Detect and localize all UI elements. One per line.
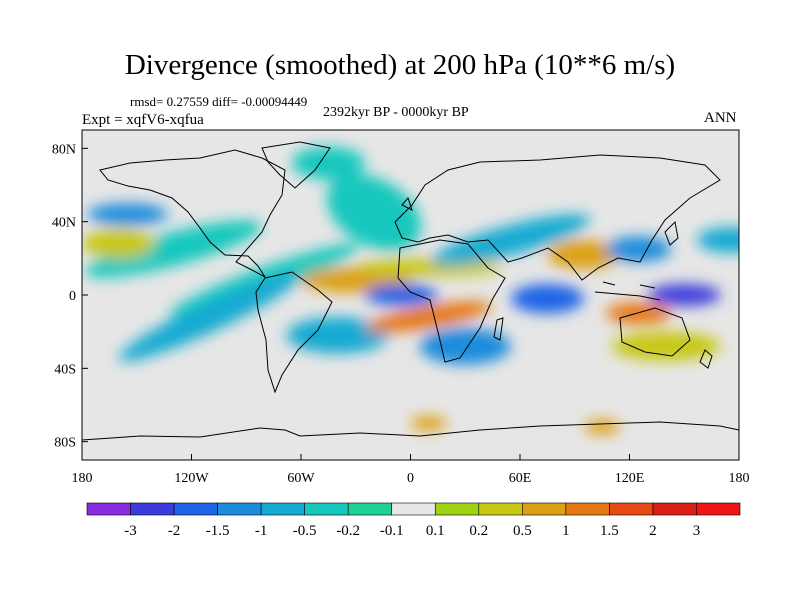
- colorbar: -3 -2 -1.5 -1 -0.5 -0.2 -0.1 0.1 0.2 0.5 1 1.5 2 3: [86, 502, 741, 539]
- period-label: 2392kyr BP - 0000kyr BP: [323, 105, 469, 120]
- colorbar-label: 2: [649, 523, 657, 539]
- contour-region-neg: [419, 328, 511, 365]
- coast-eurasia: [394, 154, 721, 281]
- x-tick-label: 180: [72, 471, 93, 486]
- x-tick-label: 120E: [615, 471, 645, 486]
- colorbar-swatch: [347, 502, 393, 516]
- colorbar-swatch: [609, 502, 654, 516]
- colorbar-swatch: [304, 502, 349, 516]
- colorbar-label: 1.5: [600, 523, 619, 539]
- contour-region-neg: [87, 203, 168, 226]
- y-axis: 80N 40N 0 40S 80S: [52, 142, 88, 451]
- colorbar-label: -3: [124, 523, 137, 539]
- coast-new-zealand: [699, 349, 713, 369]
- contour-region-neg: [118, 272, 301, 362]
- coast-africa: [397, 239, 506, 363]
- contour-region-neg: [286, 317, 389, 354]
- contour-fields: [82, 146, 739, 435]
- contour-region-neg: [647, 284, 721, 306]
- coast-indonesia: [594, 281, 661, 301]
- contour-region-pos: [82, 229, 155, 259]
- coast-uk: [401, 197, 413, 211]
- contour-region-pos: [605, 302, 672, 325]
- colorbar-swatch: [434, 502, 480, 516]
- contour-region-neg: [431, 214, 591, 266]
- colorbar-label: 1: [562, 523, 570, 539]
- y-tick-label: 80S: [54, 436, 76, 451]
- colorbar-label: -1.5: [206, 523, 230, 539]
- contour-region-pos: [583, 419, 621, 435]
- colorbar-swatch: [696, 502, 741, 516]
- contour-region-pos: [547, 240, 621, 270]
- colorbar-label: 0.1: [426, 523, 445, 539]
- contour-region-neg: [510, 284, 584, 314]
- colorbar-label: 3: [693, 523, 701, 539]
- colorbar-swatch: [652, 502, 697, 516]
- x-tick-label: 120W: [174, 471, 209, 486]
- x-axis: 180 120W 60W 0 60E 120E 180: [72, 454, 750, 486]
- x-tick-label: 60W: [287, 471, 315, 486]
- colorbar-label: -2: [168, 523, 181, 539]
- colorbar-label: -0.5: [293, 523, 317, 539]
- contour-region-pos: [410, 416, 447, 431]
- colorbar-label: -1: [255, 523, 268, 539]
- contour-region-neg: [85, 220, 262, 278]
- stats-label: rmsd= 0.27559 diff= -0.00094449: [130, 94, 308, 109]
- chart-title: Divergence (smoothed) at 200 hPa (10**6 …: [124, 49, 676, 81]
- coastlines: [82, 141, 739, 441]
- colorbar-label: 0.5: [513, 523, 532, 539]
- colorbar-swatch: [173, 502, 218, 516]
- coast-madagascar: [493, 317, 504, 341]
- y-tick-label: 0: [69, 289, 76, 304]
- x-tick-label: 60E: [509, 471, 532, 486]
- y-tick-label: 40N: [52, 216, 76, 231]
- colorbar-swatch: [260, 502, 305, 516]
- colorbar-label: -0.2: [336, 523, 360, 539]
- colorbar-swatch: [522, 502, 567, 516]
- colorbar-swatch: [130, 502, 175, 516]
- contour-region-pos: [611, 331, 721, 362]
- contour-region-neg: [326, 174, 422, 251]
- colorbar-label: 0.2: [469, 523, 488, 539]
- colorbar-label: -0.1: [380, 523, 404, 539]
- coast-japan: [664, 220, 679, 246]
- experiment-label: Expt = xqfV6-xqfua: [82, 112, 204, 128]
- contour-region-neg: [291, 146, 365, 180]
- season-label: ANN: [704, 110, 737, 126]
- x-tick-label: 0: [407, 471, 414, 486]
- colorbar-swatch: [86, 502, 131, 516]
- x-tick-label: 180: [729, 471, 750, 486]
- coast-north-america: [99, 149, 286, 279]
- coast-antarctica: [82, 421, 739, 441]
- contour-region-neg: [605, 236, 672, 262]
- colorbar-swatch: [565, 502, 610, 516]
- colorbar-swatch: [478, 502, 523, 516]
- contour-region-neg: [364, 284, 438, 306]
- contour-region-pos: [365, 301, 492, 333]
- colorbar-swatch: [217, 502, 262, 516]
- colorbar-swatch: [391, 502, 436, 516]
- coast-south-america: [255, 271, 333, 394]
- coast-australia: [619, 307, 691, 357]
- coast-greenland: [261, 141, 331, 189]
- y-tick-label: 40S: [54, 362, 76, 377]
- contour-region-neg: [697, 227, 739, 253]
- y-tick-label: 80N: [52, 142, 76, 157]
